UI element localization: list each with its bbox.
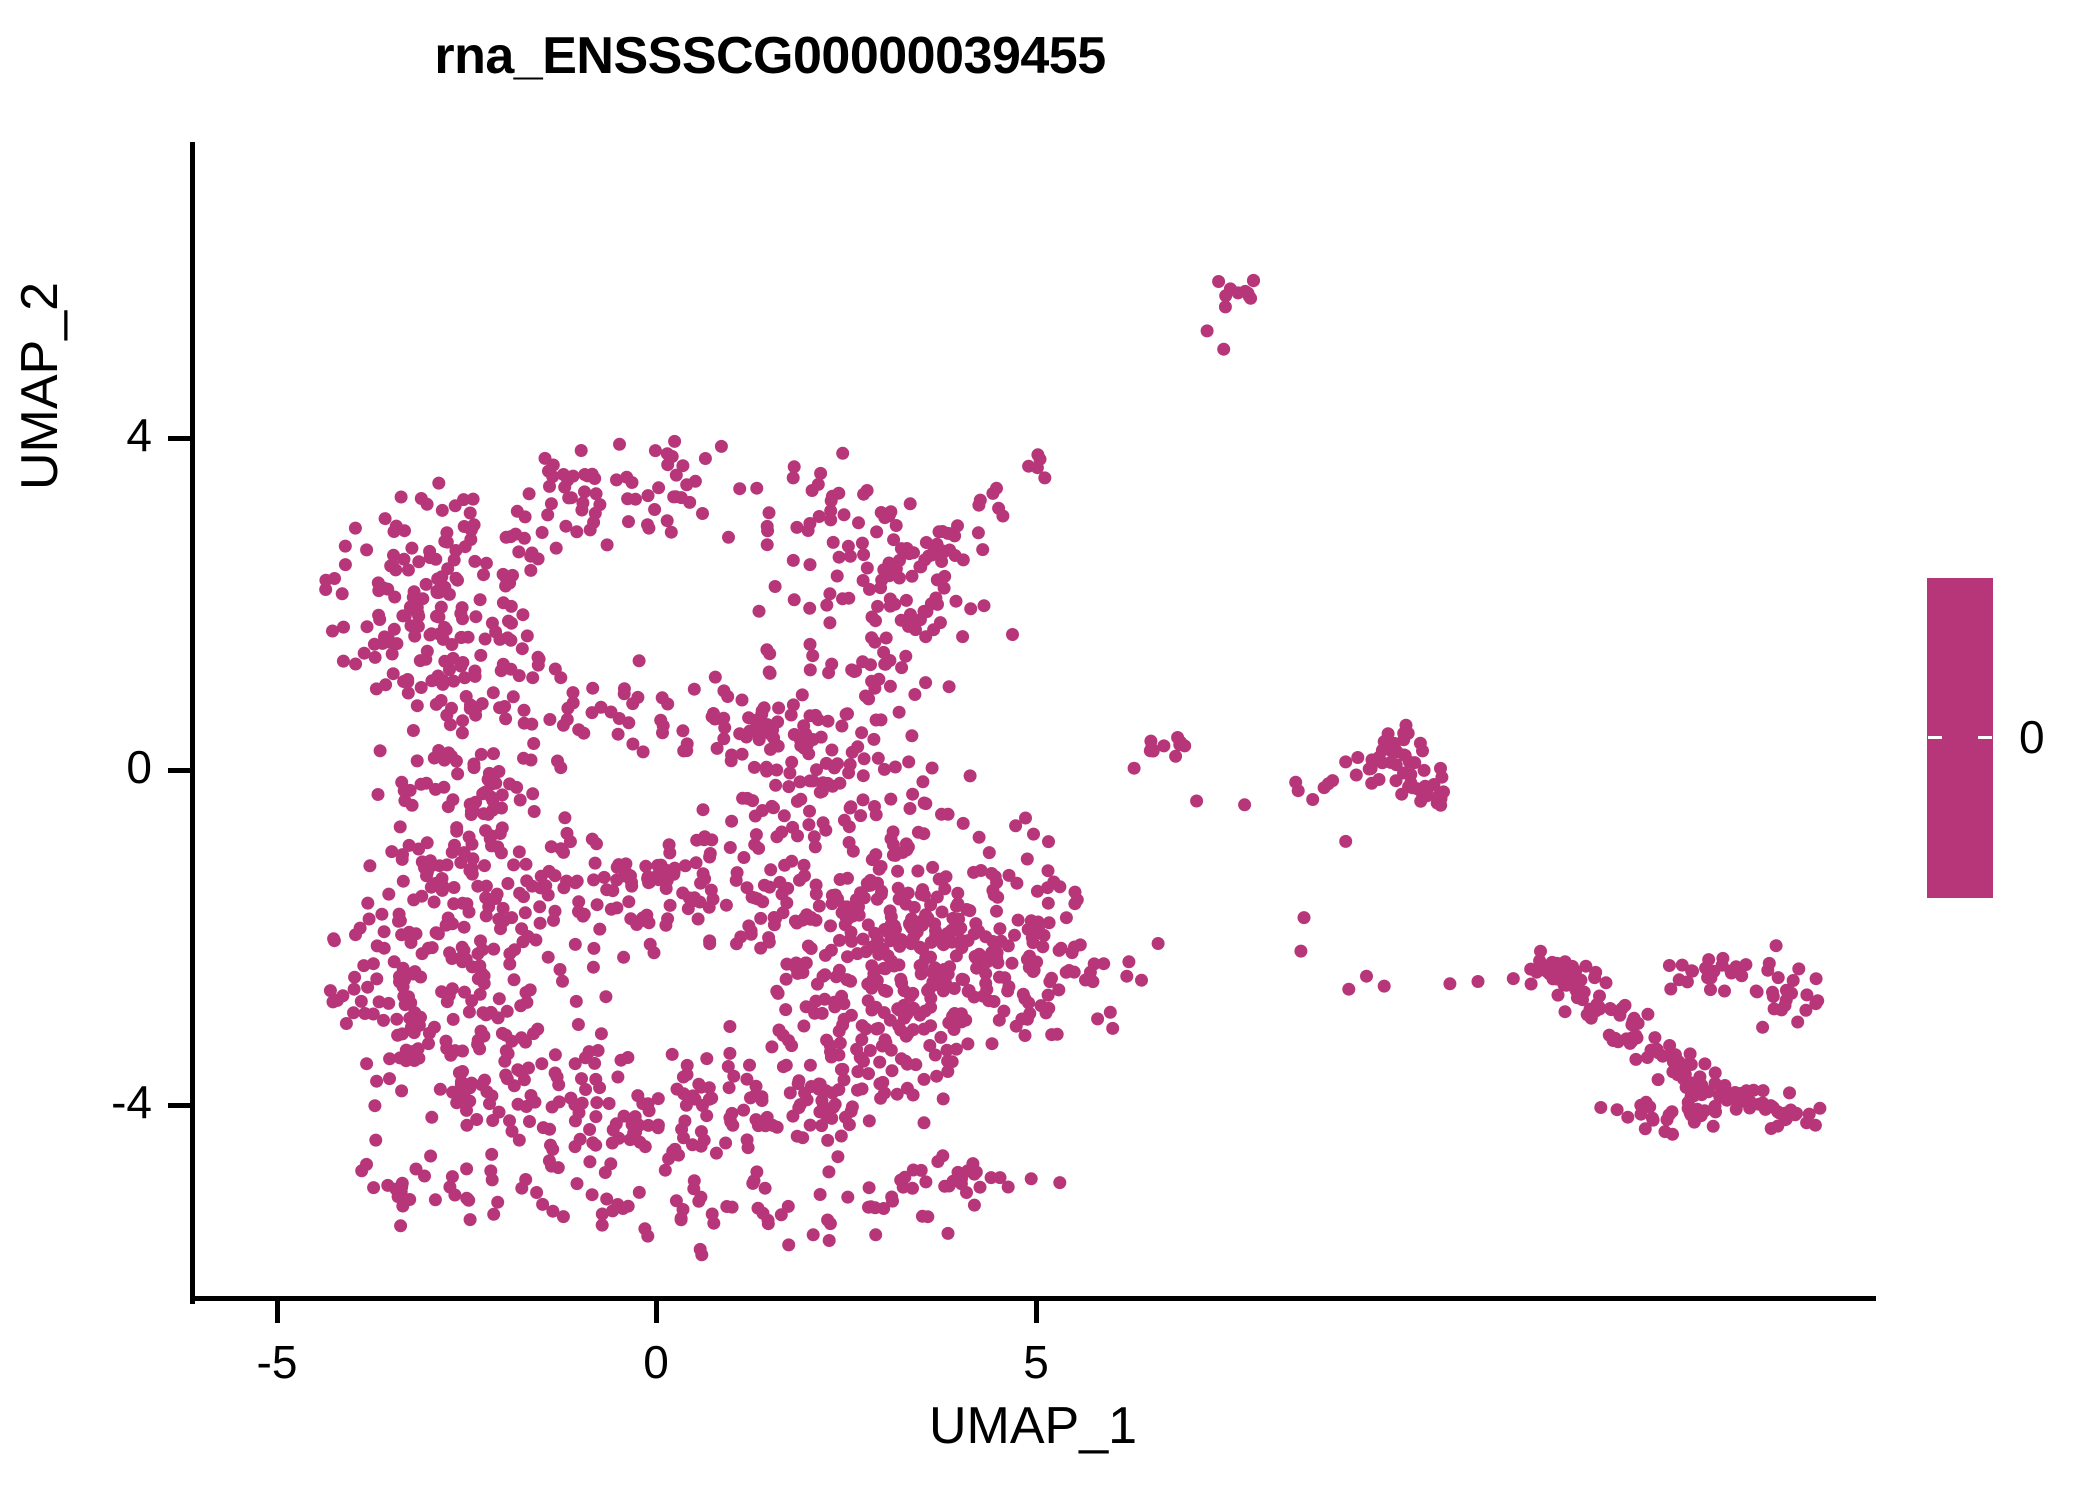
y-axis-ticklabel-0: 0 <box>126 741 152 793</box>
legend-tick-left <box>1928 736 1942 739</box>
x-axis-line <box>190 1296 1876 1301</box>
legend-colorbar: 0 <box>1927 578 2097 908</box>
scatter-series-group <box>319 273 1827 1262</box>
legend-tick-right <box>1978 736 1992 739</box>
x-axis-ticklabel-0: 0 <box>643 1336 669 1388</box>
x-axis-tick-5 <box>1034 1301 1039 1323</box>
y-axis-ticklabel-neg4: -4 <box>111 1076 152 1128</box>
y-axis-ticklabel-4: 4 <box>126 409 152 461</box>
x-axis-title: UMAP_1 <box>928 1397 1138 1455</box>
y-axis-line <box>190 142 195 1304</box>
y-axis-tick-4 <box>168 436 190 441</box>
page-title: rna_ENSSSCG00000039455 <box>434 27 1106 85</box>
legend-ticklabel-0: 0 <box>2019 711 2045 763</box>
x-axis-ticklabel-5: 5 <box>1023 1336 1049 1388</box>
plot-panel <box>194 142 1872 1300</box>
y-axis-tick-neg4 <box>168 1103 190 1108</box>
y-axis-tick-0 <box>168 768 190 773</box>
scatter-points-layer <box>194 142 1872 1300</box>
scatter-points-svg <box>319 273 1827 1262</box>
x-axis-ticklabel-neg5: -5 <box>256 1336 298 1388</box>
legend-color-swatch <box>1927 578 1993 898</box>
x-axis-tick-0 <box>654 1301 659 1323</box>
x-axis-tick-neg5 <box>275 1301 280 1323</box>
y-axis-title: UMAP_2 <box>11 281 69 490</box>
